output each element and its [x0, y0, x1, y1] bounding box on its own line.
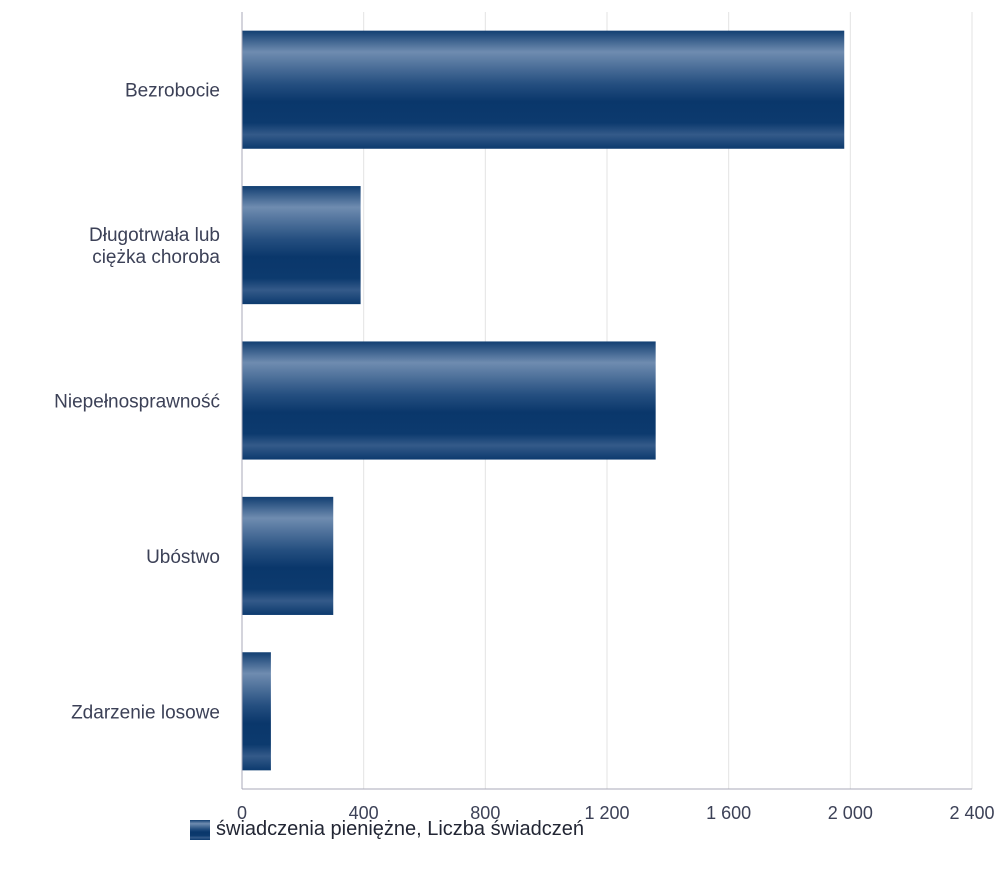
bar[interactable] [242, 186, 361, 305]
legend[interactable]: świadczenia pieniężne, Liczba świadczeń [190, 818, 584, 841]
x-tick-label: 2 400 [949, 803, 994, 823]
bar[interactable] [242, 652, 271, 771]
bar[interactable] [242, 341, 656, 460]
category-label: Niepełnosprawność [54, 392, 220, 413]
bars [242, 30, 845, 771]
category-label: Bezrobocie [125, 81, 220, 102]
category-label: ciężka choroba [92, 247, 220, 268]
legend-label: świadczenia pieniężne, Liczba świadczeń [216, 818, 584, 840]
x-tick-label: 0 [237, 803, 247, 823]
axes [241, 12, 972, 790]
legend-swatch [190, 819, 210, 840]
bar[interactable] [242, 496, 334, 615]
category-label: Zdarzenie losowe [71, 702, 220, 723]
x-tick-label: 1 600 [706, 803, 751, 823]
x-tick-label: 800 [470, 803, 500, 823]
x-tick-labels: 0 400 800 1 200 1 600 2 000 2 400 [237, 803, 995, 823]
category-label: Ubóstwo [146, 547, 220, 568]
category-label: Długotrwała lub [89, 225, 220, 246]
x-tick-label: 2 000 [828, 803, 873, 823]
x-tick-label: 400 [349, 803, 379, 823]
x-tick-label: 1 200 [584, 803, 629, 823]
bar[interactable] [242, 30, 845, 149]
